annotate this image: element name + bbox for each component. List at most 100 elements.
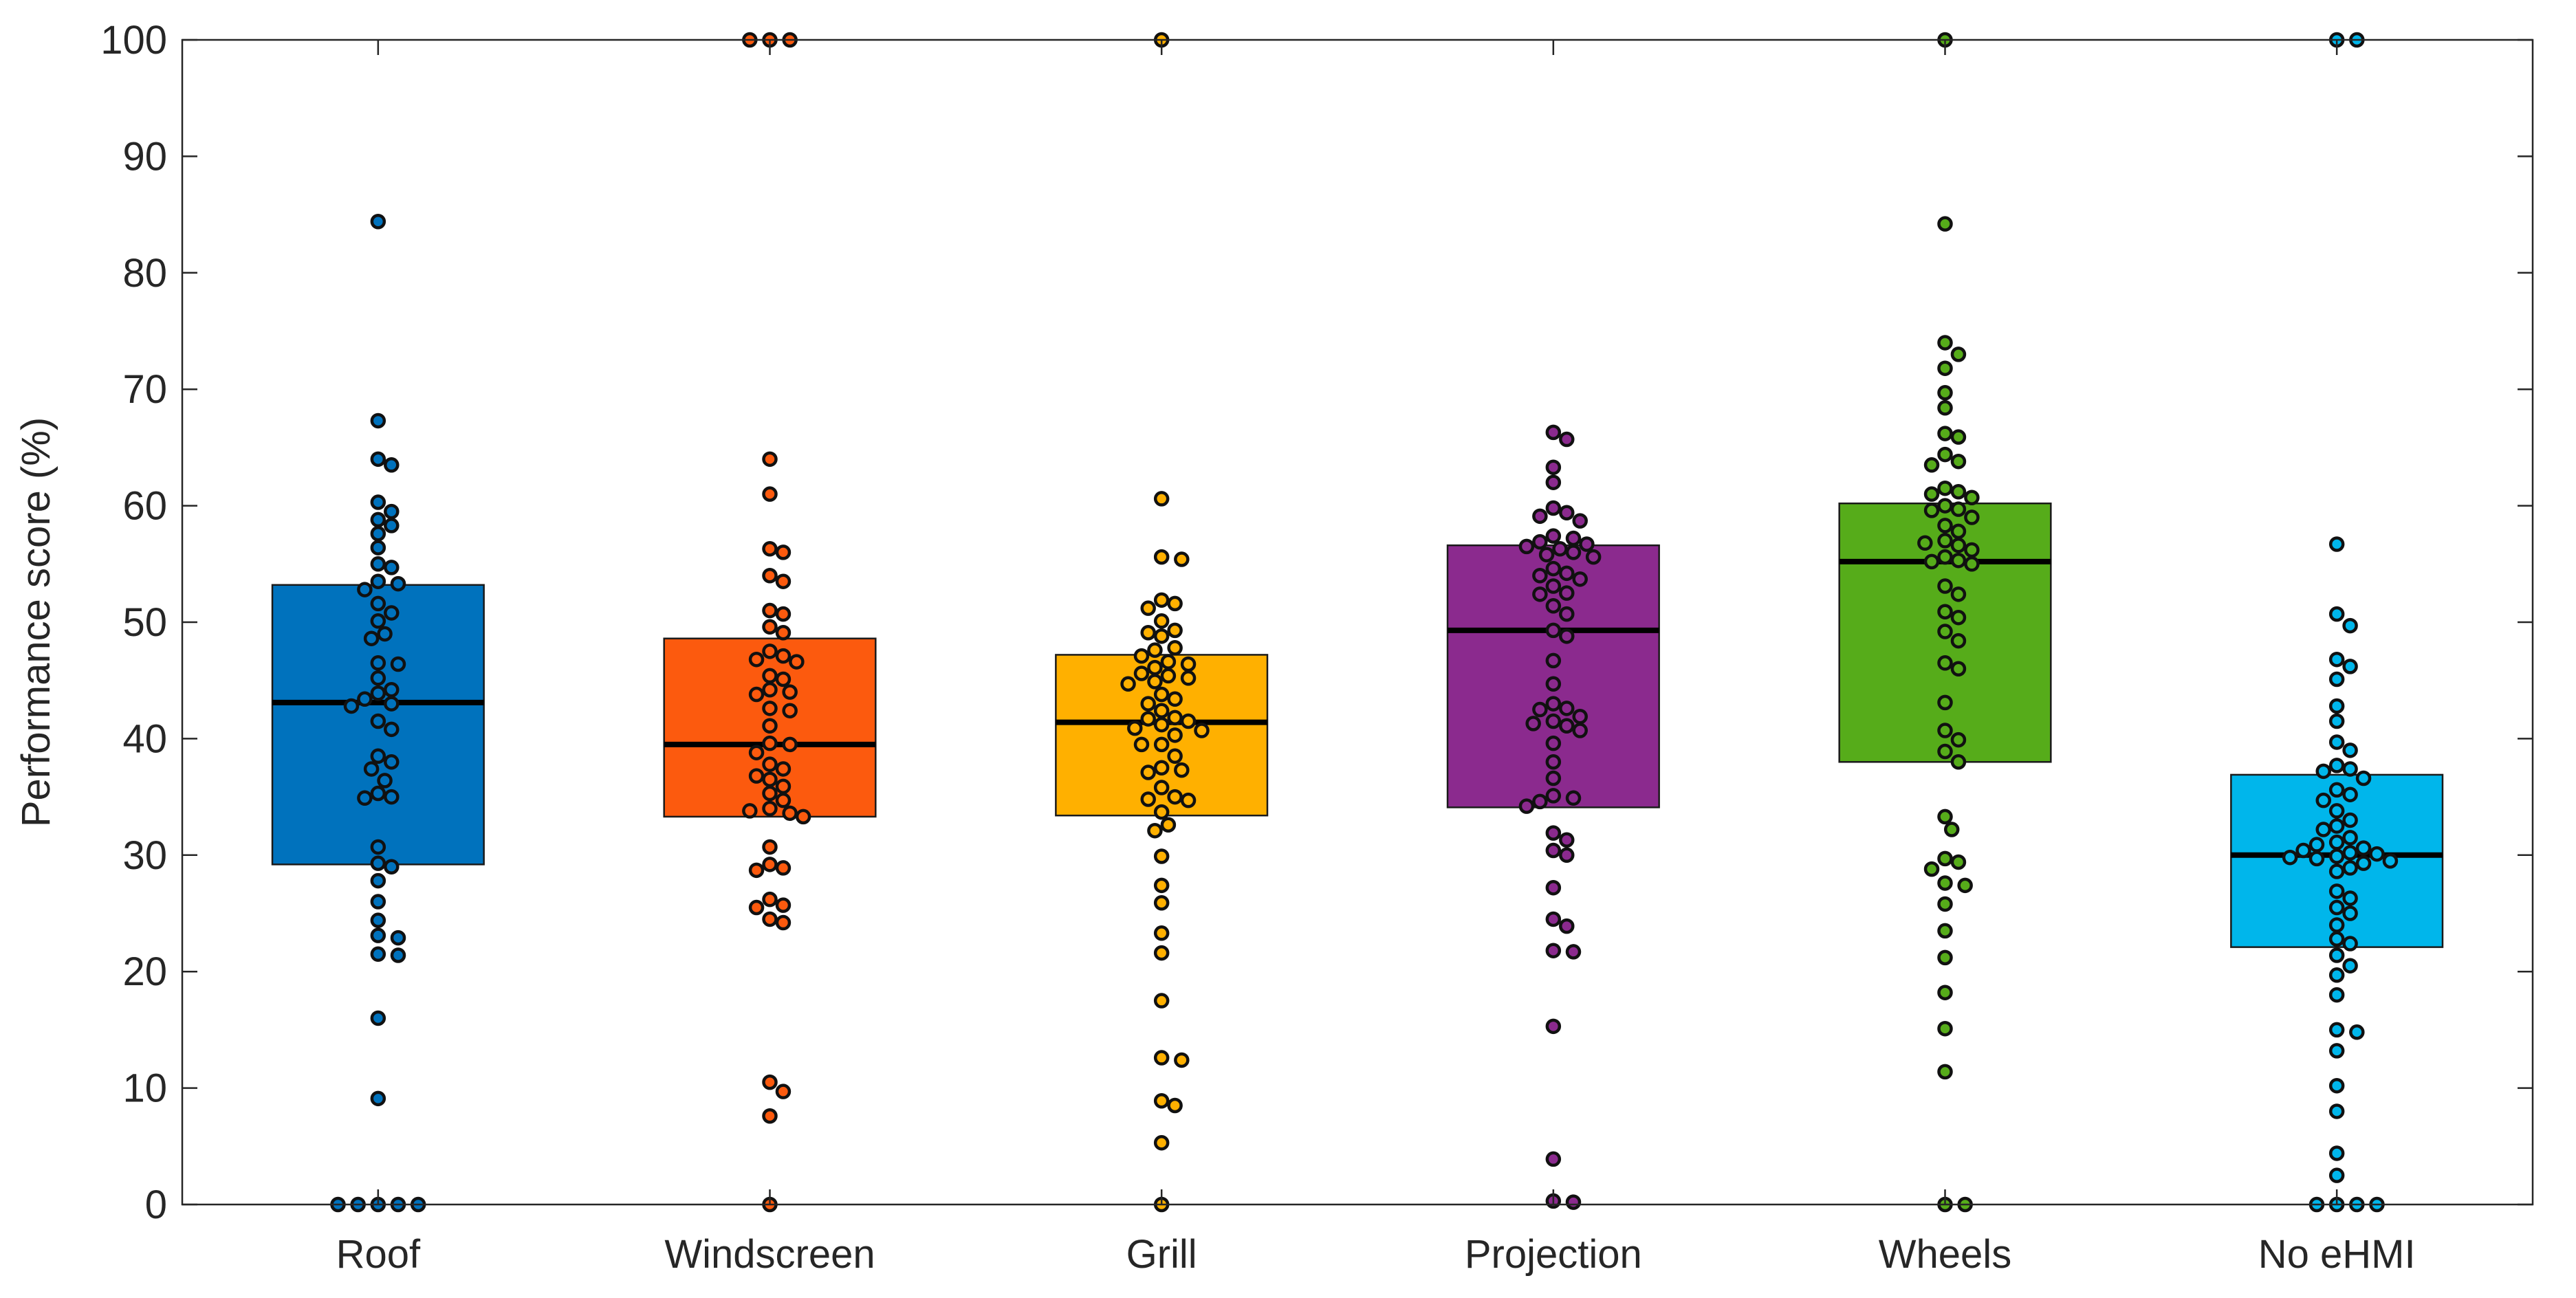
data-point (1950, 732, 1967, 748)
data-point (2328, 1043, 2345, 1059)
data-point (370, 855, 386, 871)
data-point (1937, 655, 1953, 671)
data-point (1943, 822, 1960, 837)
data-point (370, 412, 386, 429)
data-point (1579, 536, 1595, 552)
data-point (370, 894, 386, 910)
data-point (1153, 925, 1170, 941)
data-point (1937, 1064, 1953, 1080)
data-point (370, 946, 386, 962)
data-point (762, 668, 778, 684)
data-point (2342, 936, 2358, 952)
data-point (2328, 834, 2345, 850)
x-tick-label: Roof (336, 1232, 421, 1277)
data-point (1937, 723, 1953, 738)
data-point (1525, 716, 1541, 732)
y-axis-title: Performance score (%) (14, 417, 58, 827)
data-point (370, 927, 386, 943)
x-tick-label: Grill (1126, 1232, 1197, 1277)
data-point (2328, 782, 2345, 798)
data-point (1140, 696, 1156, 712)
data-point (1585, 549, 1602, 565)
data-point (1545, 676, 1562, 692)
data-point (775, 778, 792, 795)
data-point (357, 582, 373, 597)
data-point (1950, 586, 1967, 602)
data-point (2328, 671, 2345, 688)
data-point (370, 670, 386, 686)
data-point (377, 773, 393, 789)
data-point (390, 575, 406, 592)
data-point (1153, 1092, 1170, 1109)
data-point (2328, 698, 2345, 714)
data-point (390, 930, 406, 946)
data-point (1937, 578, 1953, 594)
data-point (1937, 385, 1953, 401)
data-point (1937, 400, 1953, 416)
data-point (1174, 762, 1190, 778)
data-point (2328, 1022, 2345, 1038)
data-point (2342, 812, 2358, 828)
points-layer (330, 32, 2399, 1213)
data-point (1545, 1018, 1562, 1035)
data-point (1518, 538, 1535, 555)
data-point (762, 1108, 778, 1124)
data-point (1937, 518, 1953, 534)
data-point (370, 748, 386, 764)
data-point (2328, 899, 2345, 916)
data-point (775, 897, 792, 913)
data-point (2328, 536, 2345, 552)
data-point (762, 701, 778, 716)
data-point (2342, 890, 2358, 906)
data-point (363, 761, 380, 777)
data-point (1153, 945, 1170, 961)
x-tick-label: No eHMI (2258, 1232, 2416, 1277)
data-point (2342, 958, 2358, 974)
data-point (1545, 754, 1562, 770)
data-point (1160, 817, 1177, 833)
data-point (384, 859, 400, 874)
data-point (1950, 632, 1967, 649)
data-point (1153, 780, 1170, 795)
data-point (1937, 896, 1953, 912)
data-point (1572, 723, 1588, 738)
data-point (748, 899, 765, 916)
data-point (2382, 853, 2399, 869)
data-point (2295, 842, 2311, 859)
data-point (742, 803, 758, 819)
data-point (1147, 642, 1163, 658)
data-point (762, 541, 778, 557)
data-point (1950, 552, 1967, 569)
plot-frame (181, 38, 2534, 1206)
data-point (1532, 701, 1548, 718)
data-point (1950, 523, 1967, 540)
data-point (775, 1084, 792, 1099)
y-tick-label: 30 (122, 833, 167, 878)
data-point (1937, 949, 1953, 966)
data-point (1565, 790, 1582, 806)
data-point (370, 685, 386, 701)
data-point (2342, 742, 2358, 758)
data-point (1153, 703, 1170, 718)
data-point (1937, 480, 1953, 496)
data-point (1180, 670, 1197, 686)
data-point (1950, 537, 1967, 553)
data-point (1545, 943, 1562, 958)
data-point (1545, 696, 1562, 712)
x-tick-label: Wheels (1879, 1232, 2011, 1277)
data-point (1153, 848, 1170, 864)
data-point (370, 1010, 386, 1026)
data-point (748, 745, 765, 760)
data-point (1937, 1020, 1953, 1037)
data-point (2355, 840, 2372, 856)
data-point (1140, 764, 1156, 780)
data-point (384, 518, 400, 534)
data-point (370, 526, 386, 542)
data-point (1153, 716, 1170, 733)
data-point (1572, 708, 1588, 725)
data-point (1950, 661, 1967, 677)
data-point (795, 808, 811, 825)
data-point (1153, 1050, 1170, 1066)
data-point (384, 503, 400, 520)
data-point (370, 785, 386, 802)
